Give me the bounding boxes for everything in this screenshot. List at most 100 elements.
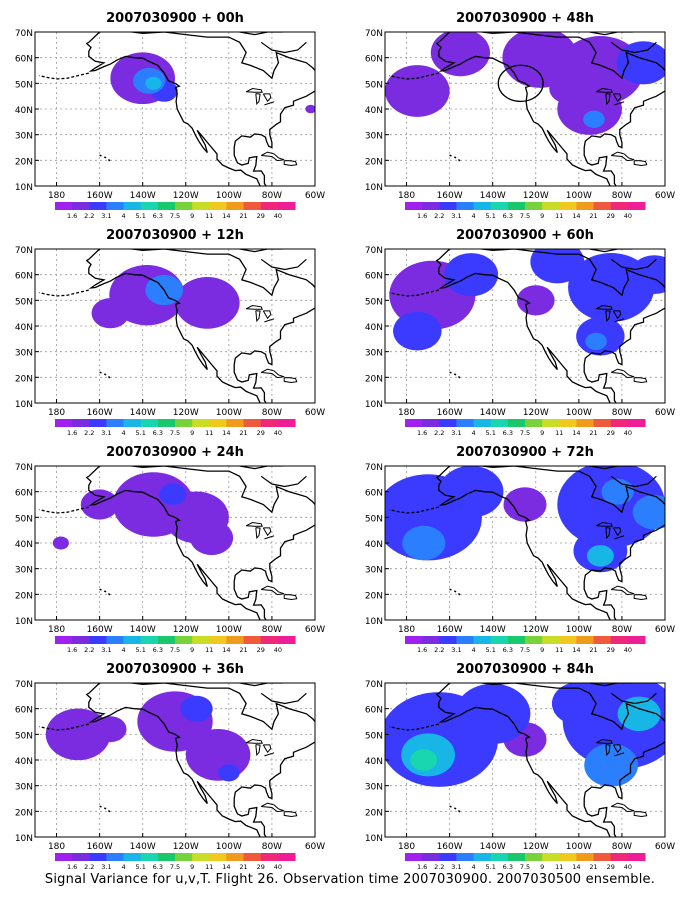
lon-tick-label: 80W xyxy=(612,191,632,201)
lon-tick-label: 180 xyxy=(398,408,415,418)
colorbar-swatch xyxy=(72,853,90,861)
map-panel: 2007030900 + 24h 10N 20N 30N 40N 50N 60N 70N 180… xyxy=(15,445,325,654)
lon-tick-label: 160W xyxy=(87,625,113,635)
lon-tick-label: 100W xyxy=(216,842,242,852)
colorbar-swatch xyxy=(405,636,423,644)
colorbar-label: 9 xyxy=(540,429,544,437)
colorbar-swatch xyxy=(576,202,595,210)
colorbar-label: 5.1 xyxy=(486,429,496,437)
variance-contour xyxy=(393,311,442,351)
coastline xyxy=(85,683,315,837)
colorbar-swatch xyxy=(473,202,492,210)
variance-contour xyxy=(586,545,614,567)
lat-tick-label: 70N xyxy=(15,463,33,473)
colorbar-swatch xyxy=(192,636,210,644)
colorbar-swatch xyxy=(576,853,595,861)
colorbar-swatch xyxy=(72,419,90,427)
colorbar-label: 9 xyxy=(540,212,544,220)
coastline xyxy=(85,466,315,620)
lat-tick-label: 70N xyxy=(15,29,33,39)
variance-contour xyxy=(305,104,315,114)
colorbar-swatch xyxy=(559,636,577,644)
colorbar-label: 5.1 xyxy=(136,429,146,437)
coastline xyxy=(262,527,272,537)
lon-tick-label: 100W xyxy=(566,625,592,635)
colorbar-label: 11 xyxy=(555,212,563,220)
colorbar-swatch xyxy=(209,853,227,861)
colorbar-swatch xyxy=(226,853,245,861)
colorbar-label: 7.5 xyxy=(170,863,180,870)
lat-tick-label: 10N xyxy=(365,183,383,193)
coastline xyxy=(435,466,665,620)
coastline xyxy=(610,802,635,813)
variance-contour xyxy=(617,696,661,732)
colorbar-swatch xyxy=(89,202,107,210)
lat-tick-label: 60N xyxy=(15,272,33,282)
colorbar-swatch xyxy=(473,636,492,644)
panel-title: 2007030900 + 48h xyxy=(456,11,594,26)
colorbar-swatch xyxy=(439,853,457,861)
figure-caption: Signal Variance for u,v,T. Flight 26. Ob… xyxy=(44,872,656,887)
lat-tick-label: 30N xyxy=(15,132,33,142)
colorbar-label: 7.5 xyxy=(520,863,530,870)
panel-title: 2007030900 + 00h xyxy=(106,11,244,26)
lon-tick-label: 180 xyxy=(398,625,415,635)
colorbar-label: 1.6 xyxy=(67,646,77,654)
coastline xyxy=(283,377,298,384)
lat-tick-label: 40N xyxy=(365,106,383,116)
coastline xyxy=(255,310,261,323)
colorbar-swatch xyxy=(405,202,423,210)
lon-tick-label: 100W xyxy=(216,191,242,201)
lon-tick-label: 60W xyxy=(655,408,675,418)
colorbar-swatch xyxy=(157,636,176,644)
colorbar-swatch xyxy=(490,419,509,427)
variance-contour xyxy=(80,489,119,520)
variance-contour xyxy=(410,749,438,771)
lon-tick-label: 160W xyxy=(437,842,463,852)
panel-content xyxy=(35,249,315,403)
variance-contour xyxy=(549,73,587,104)
observation-region-circle xyxy=(497,64,544,103)
colorbar-label: 1.6 xyxy=(417,646,427,654)
coastline xyxy=(449,588,462,597)
colorbar-swatch xyxy=(627,853,646,861)
colorbar-label: 4 xyxy=(122,646,126,654)
colorbar-swatch xyxy=(277,853,296,861)
coastline xyxy=(85,32,315,186)
lat-tick-label: 70N xyxy=(365,463,383,473)
colorbar-swatch xyxy=(226,636,245,644)
lat-tick-label: 40N xyxy=(15,757,33,767)
lat-tick-label: 20N xyxy=(15,808,33,818)
colorbar-label: 9 xyxy=(190,646,194,654)
lat-tick-label: 20N xyxy=(365,157,383,167)
colorbar-label: 14 xyxy=(222,646,230,654)
lat-tick-label: 50N xyxy=(15,297,33,307)
colorbar-swatch xyxy=(542,853,560,861)
coastline xyxy=(589,249,633,253)
variance-contour xyxy=(530,249,585,284)
lon-tick-label: 120W xyxy=(523,842,549,852)
colorbar-label: 5.1 xyxy=(136,646,146,654)
coastline xyxy=(595,87,613,93)
coastline xyxy=(85,249,315,403)
lon-tick-label: 120W xyxy=(173,625,199,635)
colorbar-label: 3.1 xyxy=(451,212,461,220)
lon-tick-label: 140W xyxy=(130,191,156,201)
colorbar-label: 2.2 xyxy=(434,429,444,437)
map-panel: 2007030900 + 72h 10N 20N 30N 40N 50N 60N 70N 180… xyxy=(365,445,675,654)
coastline xyxy=(99,805,112,814)
colorbar-swatch xyxy=(456,419,475,427)
colorbar-label: 9 xyxy=(540,863,544,870)
coastline xyxy=(614,101,625,106)
variance-contour xyxy=(91,298,130,329)
colorbar-swatch xyxy=(405,853,423,861)
lat-tick-label: 70N xyxy=(15,246,33,256)
variance-contour xyxy=(585,332,607,351)
colorbar-label: 29 xyxy=(257,212,265,220)
lon-tick-label: 160W xyxy=(437,191,463,201)
panel-content xyxy=(385,683,665,837)
coastline xyxy=(264,318,275,323)
lon-tick-label: 100W xyxy=(216,408,242,418)
colorbar-label: 11 xyxy=(205,646,213,654)
colorbar-label: 7.5 xyxy=(170,646,180,654)
